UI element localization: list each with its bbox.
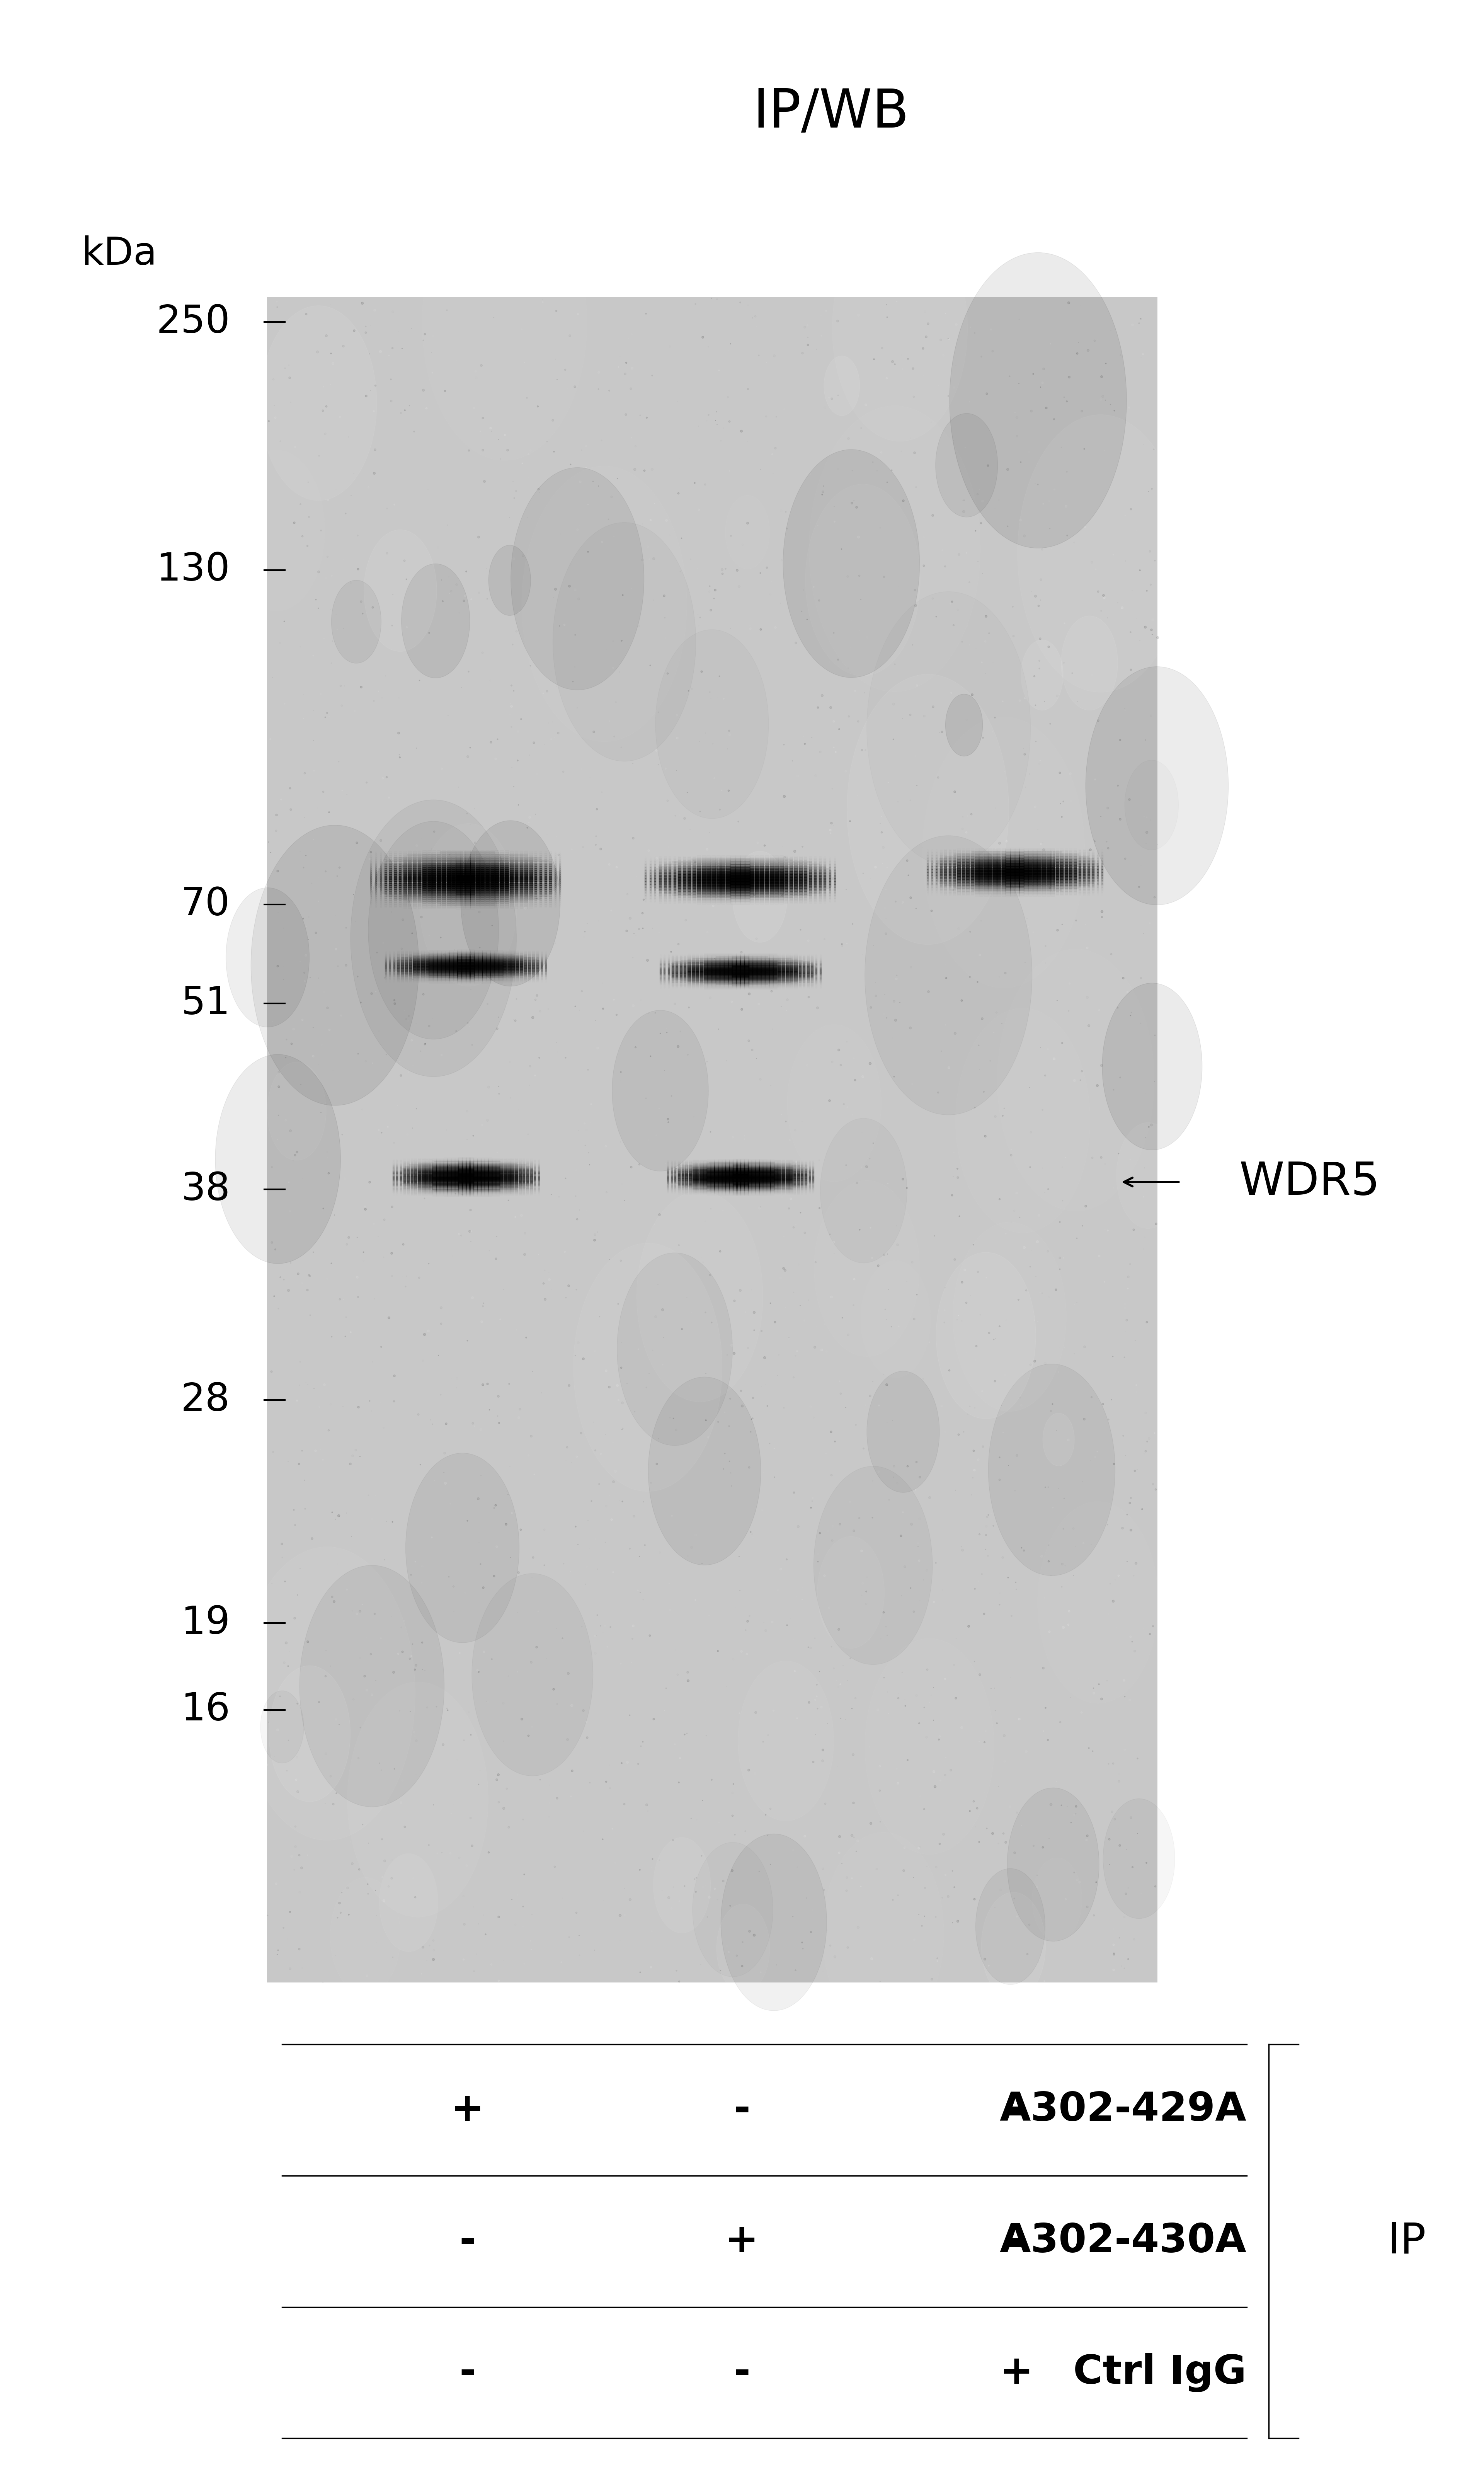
- FancyBboxPatch shape: [267, 297, 1158, 1982]
- Text: WDR5: WDR5: [1239, 1160, 1380, 1204]
- Text: 28: 28: [181, 1380, 230, 1420]
- Circle shape: [981, 1893, 1046, 2000]
- Text: IP: IP: [1388, 2220, 1426, 2262]
- Text: Ctrl IgG: Ctrl IgG: [1073, 2354, 1247, 2391]
- Circle shape: [935, 414, 997, 518]
- Text: kDa: kDa: [82, 235, 157, 273]
- Circle shape: [380, 1854, 438, 1953]
- Text: 16: 16: [181, 1690, 230, 1730]
- Circle shape: [653, 1836, 711, 1933]
- Text: +: +: [451, 2091, 484, 2129]
- Circle shape: [649, 1378, 761, 1566]
- Circle shape: [300, 1566, 444, 1806]
- Circle shape: [267, 1063, 326, 1160]
- Circle shape: [824, 357, 859, 416]
- Circle shape: [721, 1834, 827, 2010]
- Circle shape: [402, 565, 470, 679]
- Circle shape: [488, 545, 531, 615]
- Text: A302-429A: A302-429A: [1000, 2091, 1247, 2129]
- Text: -: -: [1008, 2091, 1025, 2129]
- Text: +: +: [726, 2223, 758, 2260]
- Circle shape: [1021, 639, 1063, 711]
- Circle shape: [945, 694, 982, 756]
- Circle shape: [1086, 667, 1229, 904]
- Circle shape: [847, 674, 1009, 944]
- Circle shape: [215, 1056, 340, 1264]
- Text: -: -: [459, 2223, 476, 2260]
- Text: +: +: [1000, 2354, 1033, 2391]
- Circle shape: [226, 887, 309, 1026]
- Circle shape: [260, 305, 377, 501]
- Circle shape: [462, 820, 559, 986]
- Text: 38: 38: [181, 1170, 230, 1209]
- Text: 130: 130: [156, 550, 230, 590]
- Circle shape: [364, 530, 436, 652]
- Text: IP/WB: IP/WB: [752, 87, 910, 139]
- Circle shape: [784, 449, 920, 676]
- Text: 19: 19: [181, 1603, 230, 1643]
- Circle shape: [733, 850, 787, 942]
- Circle shape: [1008, 1787, 1100, 1940]
- Text: 70: 70: [181, 885, 230, 924]
- Circle shape: [1103, 984, 1202, 1150]
- Text: -: -: [1008, 2223, 1025, 2260]
- Text: 250: 250: [156, 302, 230, 342]
- Text: -: -: [459, 2354, 476, 2391]
- Text: A302-430A: A302-430A: [1000, 2223, 1247, 2260]
- Circle shape: [1043, 1412, 1074, 1467]
- Circle shape: [510, 468, 644, 689]
- Text: -: -: [733, 2354, 751, 2391]
- Circle shape: [405, 1452, 519, 1643]
- Circle shape: [573, 1244, 723, 1492]
- Text: -: -: [733, 2091, 751, 2129]
- Circle shape: [331, 580, 381, 664]
- Circle shape: [717, 1903, 770, 1992]
- Circle shape: [950, 253, 1126, 548]
- Circle shape: [251, 825, 418, 1105]
- Circle shape: [867, 1370, 939, 1492]
- Circle shape: [1061, 617, 1117, 711]
- Text: 51: 51: [181, 984, 230, 1023]
- Circle shape: [269, 1665, 350, 1802]
- Circle shape: [936, 1251, 1036, 1420]
